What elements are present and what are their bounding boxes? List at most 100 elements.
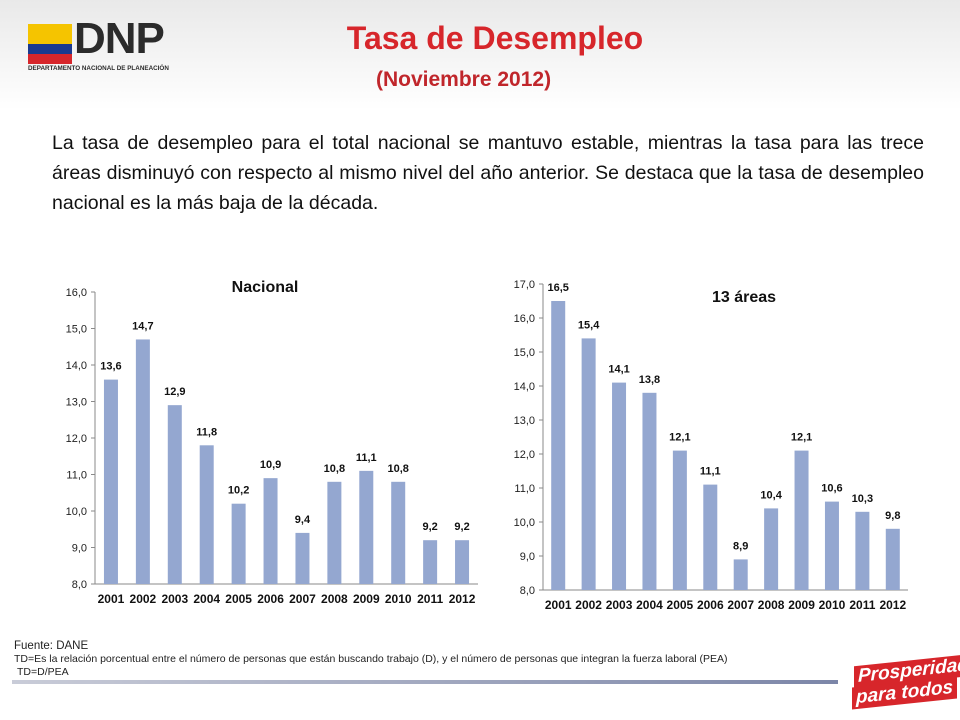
- areas-bar: [612, 382, 627, 590]
- nacional-y-tick-label: 12,0: [66, 433, 87, 445]
- nacional-data-label: 10,9: [260, 459, 281, 471]
- areas-data-label: 12,1: [791, 432, 812, 444]
- nacional-x-tick-label: 2010: [385, 592, 412, 606]
- nacional-x-tick-label: 2011: [417, 592, 443, 606]
- chart-nacional: 8,0 9,0 10,0 11,0 12,0 13,0 14,0 15,0 16,0 13,6 20…: [66, 279, 478, 606]
- areas-y-tick-label: 9,0: [520, 551, 535, 563]
- nacional-y-tick-label: 16,0: [66, 287, 87, 299]
- nacional-y-tick-label: 10,0: [66, 506, 87, 518]
- nacional-bar: [263, 478, 278, 584]
- nacional-y-tick-label: 11,0: [66, 470, 87, 482]
- areas-bar: [551, 301, 566, 590]
- areas-y-tick-label: 12,0: [514, 449, 535, 461]
- colombia-flag-icon: [28, 24, 72, 64]
- nacional-y-tick-label: 8,0: [72, 579, 87, 591]
- areas-bar: [855, 511, 870, 590]
- areas-x-tick-label: 2005: [667, 598, 694, 612]
- nacional-x-tick-label: 2005: [225, 592, 252, 606]
- nacional-x-tick-label: 2012: [449, 592, 476, 606]
- nacional-data-label: 10,8: [324, 463, 345, 475]
- footer-divider: [12, 680, 838, 684]
- nacional-y-tick-label: 9,0: [72, 543, 87, 555]
- nacional-y-tick-label: 13,0: [66, 397, 87, 409]
- areas-x-tick-label: 2012: [879, 598, 906, 612]
- logo-subtext: DEPARTAMENTO NACIONAL DE PLANEACIÓN: [28, 65, 169, 72]
- areas-data-label: 10,6: [821, 483, 842, 495]
- areas-bar: [733, 559, 748, 590]
- areas-bar: [642, 392, 657, 590]
- areas-y-tick-label: 10,0: [514, 517, 535, 529]
- areas-data-label: 10,3: [852, 493, 873, 505]
- page-subtitle: (Noviembre 2012): [376, 68, 552, 91]
- page-title: Tasa de Desempleo: [346, 20, 644, 56]
- areas-x-tick-label: 2004: [636, 598, 663, 612]
- nacional-data-label: 9,2: [454, 521, 469, 533]
- areas-data-label: 16,5: [547, 282, 568, 294]
- logo-text: DNP: [74, 14, 165, 63]
- nacional-bar: [231, 503, 246, 584]
- areas-x-tick-label: 2011: [849, 598, 875, 612]
- areas-bar: [764, 508, 779, 590]
- nacional-y-tick-label: 14,0: [66, 360, 87, 372]
- dnp-logo: DNP DEPARTAMENTO NACIONAL DE PLANEACIÓN: [28, 14, 188, 78]
- areas-x-tick-label: 2010: [819, 598, 846, 612]
- nacional-data-label: 14,7: [132, 320, 153, 332]
- areas-bar: [581, 338, 596, 590]
- areas-chart-title: 13 áreas: [712, 289, 776, 306]
- nacional-x-tick-label: 2004: [193, 592, 220, 606]
- nacional-bar: [359, 470, 374, 584]
- areas-x-tick-label: 2008: [758, 598, 785, 612]
- nacional-bar: [423, 540, 438, 584]
- nacional-data-label: 11,1: [356, 452, 377, 464]
- nacional-data-label: 9,4: [295, 514, 311, 526]
- nacional-bar: [391, 481, 406, 584]
- areas-y-tick-label: 11,0: [514, 483, 535, 495]
- nacional-bar: [199, 445, 214, 584]
- areas-y-tick-label: 14,0: [514, 381, 535, 393]
- nacional-bar: [327, 481, 342, 584]
- areas-y-tick-label: 13,0: [514, 415, 535, 427]
- nacional-x-tick-label: 2006: [257, 592, 284, 606]
- nacional-data-label: 11,8: [196, 426, 217, 438]
- nacional-x-tick-label: 2002: [130, 592, 157, 606]
- footer-notes: Fuente: DANE TD=Es la relación porcentua…: [14, 640, 728, 679]
- areas-data-label: 11,1: [700, 466, 721, 478]
- nacional-chart-title: Nacional: [232, 279, 299, 296]
- header-background: [0, 0, 960, 110]
- nacional-x-tick-label: 2008: [321, 592, 348, 606]
- footer-source: Fuente: DANE: [14, 640, 89, 652]
- areas-x-tick-label: 2001: [545, 598, 572, 612]
- areas-data-label: 14,1: [608, 364, 629, 376]
- nacional-data-label: 13,6: [100, 361, 121, 373]
- areas-bar: [824, 501, 839, 590]
- areas-x-tick-label: 2007: [727, 598, 754, 612]
- areas-data-label: 9,8: [885, 510, 900, 522]
- areas-bar: [885, 528, 900, 590]
- areas-bar: [672, 450, 687, 590]
- nacional-bar: [295, 532, 310, 584]
- nacional-bar: [167, 405, 182, 584]
- areas-data-label: 8,9: [733, 540, 748, 552]
- nacional-data-label: 10,8: [387, 463, 408, 475]
- nacional-x-tick-label: 2007: [289, 592, 316, 606]
- nacional-data-label: 12,9: [164, 386, 185, 398]
- areas-data-label: 13,8: [639, 374, 660, 386]
- nacional-bar: [103, 379, 118, 584]
- nacional-bar: [135, 339, 150, 584]
- nacional-data-label: 10,2: [228, 485, 249, 497]
- prosperidad-logo: Prosperidad para todos: [848, 653, 960, 710]
- footer-definition: TD=Es la relación porcentual entre el nú…: [14, 653, 728, 665]
- nacional-x-tick-label: 2009: [353, 592, 380, 606]
- areas-x-tick-label: 2003: [606, 598, 633, 612]
- areas-x-tick-label: 2006: [697, 598, 724, 612]
- areas-data-label: 15,4: [578, 319, 600, 331]
- areas-data-label: 12,1: [669, 432, 690, 444]
- chart-13-areas: 8,0 9,0 10,0 11,0 12,0 13,0 14,0 15,0 16,0 17,0 16…: [514, 279, 908, 612]
- areas-data-label: 10,4: [760, 489, 782, 501]
- nacional-x-tick-label: 2003: [161, 592, 188, 606]
- areas-y-tick-label: 15,0: [514, 347, 535, 359]
- intro-paragraph: La tasa de desempleo para el total nacio…: [52, 132, 924, 214]
- areas-y-tick-label: 8,0: [520, 585, 535, 597]
- areas-bar: [703, 484, 718, 590]
- nacional-bar: [455, 540, 470, 584]
